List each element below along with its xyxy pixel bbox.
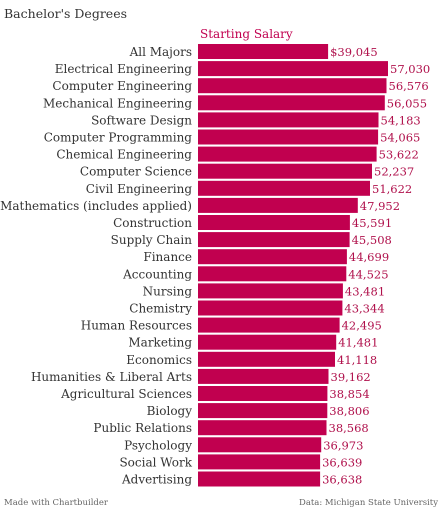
bar — [198, 266, 347, 282]
category-label: Marketing — [128, 336, 192, 350]
bar — [198, 163, 372, 179]
bar — [198, 386, 328, 401]
value-label: 41,118 — [337, 353, 377, 367]
bar — [198, 95, 385, 111]
bar — [198, 249, 347, 265]
category-label: Agricultural Sciences — [60, 387, 192, 401]
bar — [198, 180, 370, 196]
bar — [198, 351, 335, 367]
bar — [198, 437, 322, 453]
value-label: 56,055 — [387, 96, 427, 110]
category-label: Mathematics (includes applied) — [0, 199, 192, 213]
bar — [198, 420, 327, 436]
category-label: Computer Engineering — [52, 79, 192, 93]
value-label: 43,481 — [345, 284, 385, 298]
value-label: 45,591 — [352, 216, 392, 230]
category-label: All Majors — [129, 45, 192, 59]
value-label: 57,030 — [390, 62, 430, 76]
value-label: 54,183 — [381, 113, 421, 127]
bar — [198, 44, 329, 59]
category-label: Mechanical Engineering — [43, 96, 192, 110]
bar — [198, 112, 379, 128]
bar — [198, 78, 387, 94]
category-label: Software Design — [91, 113, 192, 127]
footer-credit: Made with Chartbuilder — [4, 498, 108, 508]
bar — [198, 215, 350, 230]
category-label: Electrical Engineering — [55, 62, 193, 76]
category-label: Finance — [143, 250, 192, 264]
value-label: 39,162 — [331, 370, 371, 384]
value-label: 47,952 — [360, 199, 400, 213]
category-label: Human Resources — [81, 319, 192, 333]
category-label: Economics — [126, 353, 192, 367]
value-label: 45,508 — [352, 233, 392, 247]
bar — [198, 146, 377, 162]
value-label: 36,973 — [323, 438, 363, 452]
value-label: 41,481 — [338, 336, 378, 350]
category-label: Chemistry — [129, 302, 192, 316]
value-label: 56,576 — [389, 79, 429, 93]
value-label: 44,699 — [349, 250, 389, 264]
category-label: Nursing — [143, 284, 193, 298]
bar — [198, 454, 321, 470]
bar — [198, 197, 358, 213]
bar — [198, 283, 343, 299]
bar — [198, 317, 340, 333]
value-label: 36,638 — [322, 473, 362, 487]
bar — [198, 232, 350, 248]
value-label: 42,495 — [342, 319, 382, 333]
value-label: 54,065 — [380, 131, 420, 145]
value-label: 44,525 — [348, 267, 388, 281]
chart-title: Bachelor's Degrees — [4, 6, 128, 21]
value-label: 38,568 — [329, 421, 369, 435]
category-label: Civil Engineering — [86, 182, 193, 196]
series-title: Starting Salary — [200, 27, 293, 41]
value-label: 38,806 — [329, 404, 369, 418]
category-label: Construction — [113, 216, 192, 230]
bar — [198, 368, 329, 384]
bar — [198, 403, 328, 419]
category-label: Social Work — [119, 455, 192, 469]
category-label: Psychology — [124, 438, 192, 452]
bar — [198, 61, 388, 77]
category-label: Public Relations — [93, 421, 192, 435]
category-label: Chemical Engineering — [56, 148, 192, 162]
value-label: $39,045 — [330, 45, 378, 59]
category-label: Supply Chain — [111, 233, 193, 247]
category-label: Humanities & Liberal Arts — [31, 370, 192, 384]
value-label: 38,854 — [329, 387, 369, 401]
footer-source: Data: Michigan State University — [299, 498, 438, 508]
value-label: 51,622 — [372, 182, 412, 196]
value-label: 36,639 — [322, 455, 362, 469]
category-label: Biology — [147, 404, 193, 418]
bar — [198, 300, 343, 316]
value-label: 53,622 — [379, 148, 419, 162]
category-label: Computer Science — [80, 165, 192, 179]
bar — [198, 471, 321, 487]
category-label: Computer Programming — [44, 131, 193, 145]
bar — [198, 334, 337, 350]
category-label: Accounting — [122, 267, 192, 281]
value-label: 52,237 — [374, 165, 414, 179]
bar — [198, 129, 379, 145]
value-label: 43,344 — [344, 302, 384, 316]
category-label: Advertising — [121, 473, 192, 487]
